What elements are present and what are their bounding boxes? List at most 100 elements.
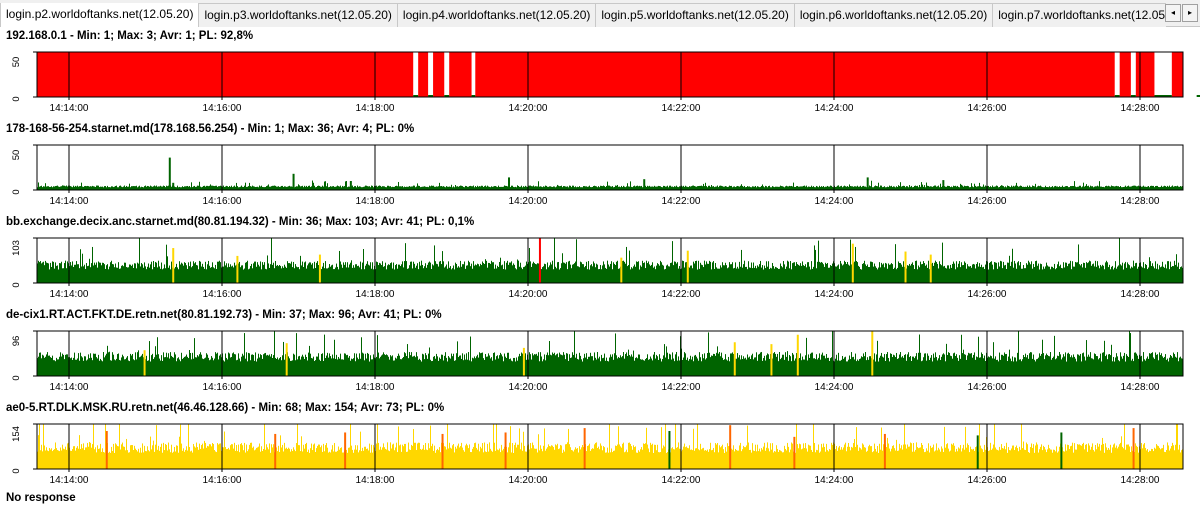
- ping-bar: [876, 451, 877, 469]
- ping-bar: [1004, 352, 1005, 376]
- ping-bar: [627, 183, 628, 190]
- ping-bar: [572, 352, 573, 376]
- ping-bar: [144, 262, 145, 283]
- ping-bar: [949, 352, 950, 376]
- tab-scroll-left-icon[interactable]: ◂: [1165, 4, 1181, 22]
- ping-bar: [270, 452, 271, 469]
- tab-scroll-right-icon[interactable]: ▸: [1182, 4, 1198, 22]
- ping-bar: [323, 443, 324, 469]
- ping-bar: [738, 357, 739, 376]
- tab-4[interactable]: login.p6.worldoftanks.net(12.05.20): [793, 3, 994, 27]
- tab-2[interactable]: login.p4.worldoftanks.net(12.05.20): [396, 3, 597, 27]
- ping-bar: [596, 186, 597, 190]
- ping-bar: [1072, 442, 1073, 469]
- ping-bar: [951, 443, 952, 469]
- ping-bar: [1014, 450, 1015, 469]
- tab-3[interactable]: login.p5.worldoftanks.net(12.05.20): [595, 3, 795, 27]
- ping-bar: [611, 261, 612, 283]
- ping-bar: [530, 185, 531, 190]
- ping-bar: [1105, 443, 1106, 469]
- ping-bar: [562, 253, 563, 283]
- ping-bar: [197, 447, 198, 469]
- ping-bar: [1165, 354, 1166, 376]
- ping-bar: [570, 447, 571, 469]
- ping-bar: [150, 185, 151, 190]
- ping-bar: [1039, 353, 1040, 376]
- ping-bar: [934, 357, 935, 376]
- ping-bar: [264, 262, 265, 283]
- ping-bar: [178, 269, 179, 283]
- ping-bar: [590, 450, 591, 469]
- ping-bar: [237, 186, 238, 190]
- ping-spike: [643, 179, 646, 190]
- ping-bar: [1126, 354, 1127, 376]
- ping-bar: [947, 354, 948, 376]
- ping-bar: [121, 186, 122, 190]
- ping-bar: [120, 360, 121, 376]
- ping-bar: [699, 268, 700, 283]
- ping-bar: [1012, 186, 1013, 190]
- ping-bar: [731, 185, 732, 190]
- ping-bar: [717, 346, 718, 376]
- ping-bar: [931, 447, 932, 469]
- ping-bar: [591, 187, 592, 190]
- ping-bar: [727, 187, 728, 190]
- ping-bar: [245, 262, 246, 283]
- ping-bar: [675, 354, 676, 376]
- ping-bar: [131, 186, 132, 190]
- ping-bar: [133, 186, 134, 190]
- ping-bar: [1090, 261, 1091, 283]
- ping-bar: [1111, 266, 1112, 283]
- ping-bar: [575, 261, 576, 283]
- ping-bar: [1067, 444, 1068, 469]
- ping-bar: [208, 186, 209, 190]
- ping-bar: [239, 187, 240, 190]
- ping-bar: [797, 185, 798, 190]
- ping-bar: [787, 186, 788, 190]
- ping-bar: [163, 268, 164, 283]
- ping-bar: [295, 451, 296, 469]
- ping-bar: [849, 355, 850, 376]
- ping-bar: [1130, 186, 1131, 190]
- ping-bar: [575, 447, 576, 469]
- ping-bar: [1061, 359, 1062, 376]
- ping-bar: [594, 185, 595, 190]
- tab-0[interactable]: login.p2.worldoftanks.net(12.05.20): [0, 3, 200, 27]
- ping-bar: [1003, 186, 1004, 190]
- ping-bar: [447, 186, 448, 190]
- ping-bar: [1051, 186, 1052, 190]
- ping-bar: [913, 442, 914, 469]
- ping-bar: [226, 357, 227, 376]
- ping-bar: [1030, 352, 1031, 376]
- ping-bar: [372, 452, 373, 469]
- ping-bar: [1036, 260, 1037, 283]
- ping-bar: [762, 265, 763, 283]
- ping-bar: [797, 444, 798, 469]
- ping-bar: [931, 186, 932, 190]
- ping-bar: [261, 185, 262, 190]
- ping-bar: [573, 451, 574, 469]
- ping-bar: [1132, 358, 1133, 376]
- ping-bar: [1168, 361, 1169, 376]
- ping-bar: [359, 353, 360, 376]
- ping-bar: [1098, 446, 1099, 469]
- ping-bar: [899, 354, 900, 376]
- ping-bar: [1179, 269, 1180, 283]
- tab-5[interactable]: login.p7.worldoftanks.net(12.05.20): [992, 3, 1166, 27]
- ping-bar: [443, 360, 444, 376]
- ping-bar: [536, 353, 537, 376]
- ping-bar: [932, 361, 933, 376]
- ping-bar: [689, 359, 690, 376]
- ping-bar: [768, 354, 769, 376]
- ping-bar: [625, 187, 626, 190]
- ping-bar: [608, 452, 609, 469]
- ping-bar: [749, 356, 750, 376]
- ping-bar: [647, 444, 648, 469]
- ping-bar: [1008, 447, 1009, 469]
- ping-bar: [56, 448, 57, 469]
- tab-1[interactable]: login.p3.worldoftanks.net(12.05.20): [198, 3, 398, 27]
- ping-bar: [636, 357, 637, 376]
- ping-bar: [136, 359, 137, 376]
- ping-bar: [213, 360, 214, 376]
- ping-bar: [918, 448, 919, 469]
